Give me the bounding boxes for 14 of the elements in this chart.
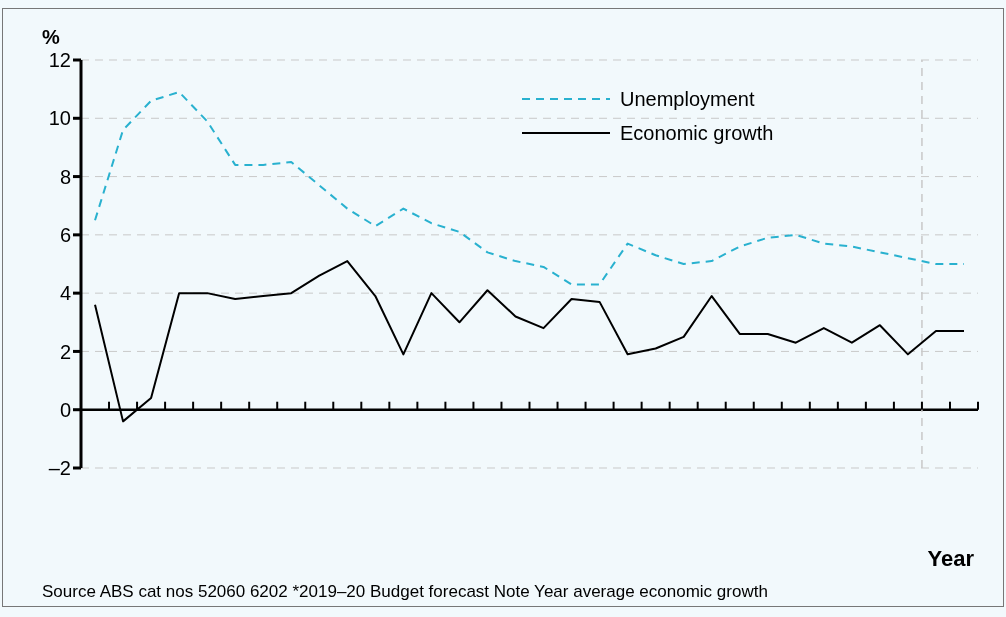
y-tick-label: 0 xyxy=(59,398,71,421)
y-tick-label: 2 xyxy=(59,340,71,363)
y-tick-label: 6 xyxy=(59,223,71,246)
y-axis-title: % xyxy=(42,26,60,49)
y-tick-label: 4 xyxy=(59,282,71,305)
y-tick-label: 12 xyxy=(48,49,71,72)
y-tick-label: –2 xyxy=(48,457,71,480)
line-series xyxy=(94,91,965,286)
legend-label: Economic growth xyxy=(620,121,774,145)
y-tick-label: 8 xyxy=(59,165,71,188)
legend-label: Unemployment xyxy=(620,87,755,111)
x-axis-title: Year xyxy=(927,546,974,572)
source-note: Source ABS cat nos 52060 6202 *2019–20 Budget forecast Note Year average economic growth xyxy=(42,582,768,602)
y-tick-label: 10 xyxy=(48,107,71,130)
